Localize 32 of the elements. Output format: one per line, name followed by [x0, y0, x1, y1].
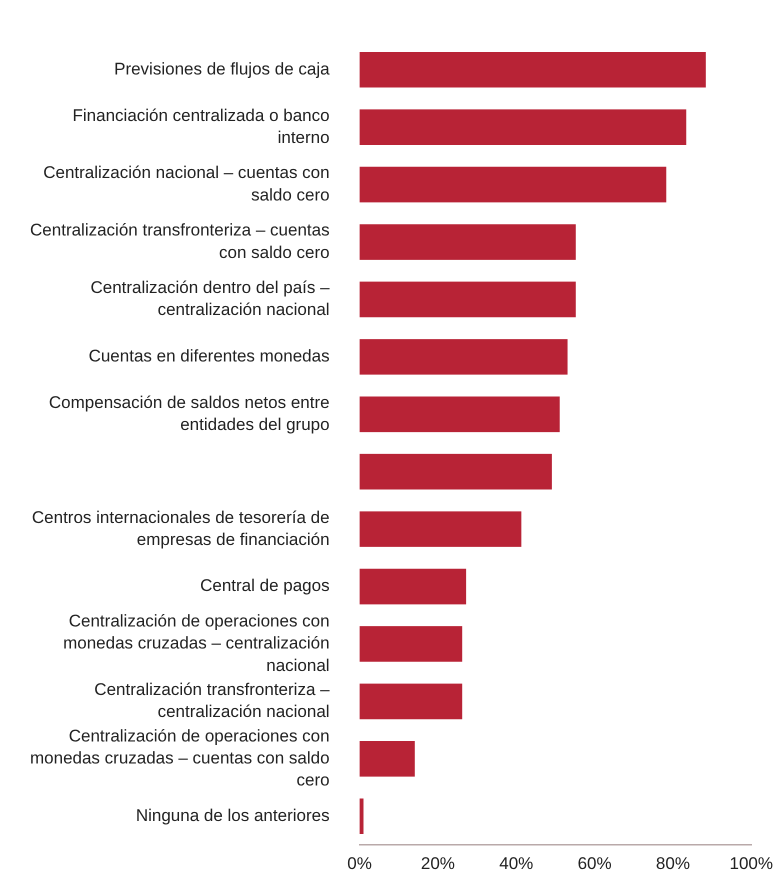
- bar: [360, 166, 666, 202]
- bar: [360, 741, 415, 777]
- x-tick-label: 20%: [420, 854, 455, 873]
- x-tick-label: 80%: [656, 854, 690, 873]
- bar: [360, 568, 466, 604]
- bar: [360, 626, 462, 662]
- y-tick-label: Centralización nacional – cuentas con saldo cero: [43, 163, 330, 204]
- y-tick-label: Central de pagos: [200, 576, 330, 596]
- y-tick-label: Centros internacionales de tesorería de empresas de financiación: [32, 508, 330, 549]
- bar: [360, 282, 576, 318]
- bar: [360, 396, 560, 432]
- y-tick-label: Centralización transfronteriza – cuentas con saldo cero: [30, 220, 330, 262]
- x-tick-label: 0%: [347, 854, 372, 873]
- y-tick-label: Compensación de saldos netos entre entidades del grupo: [48, 392, 330, 434]
- y-tick-label: Centralización dentro del país – centralización nacional: [90, 278, 330, 320]
- bar: [360, 52, 706, 88]
- y-tick-label: Financiación centralizada o banco interno: [72, 106, 330, 147]
- x-tick-label: 40%: [499, 854, 534, 873]
- y-tick-label: Previsiones de flujos de caja: [114, 59, 330, 78]
- bar: [360, 511, 522, 547]
- y-tick-label: Centralización transfronteriza – centralización nacional: [94, 680, 330, 722]
- bar: [360, 224, 576, 260]
- x-tick-label: 60%: [578, 854, 612, 873]
- bar: [360, 109, 686, 145]
- y-tick-label: Centralización de operaciones con monedas cruzadas – centralización nacional: [63, 612, 330, 675]
- y-tick-label: Ninguna de los anteriores: [136, 806, 330, 825]
- y-tick-label: Cuentas en diferentes monedas: [88, 346, 330, 366]
- bar: [360, 339, 568, 375]
- x-tick-label: 100%: [730, 854, 773, 873]
- bar: [360, 454, 552, 490]
- y-tick-label: Centralización de operaciones con monedas cruzadas – cuentas con saldo cero: [30, 726, 330, 790]
- bar: [360, 684, 462, 720]
